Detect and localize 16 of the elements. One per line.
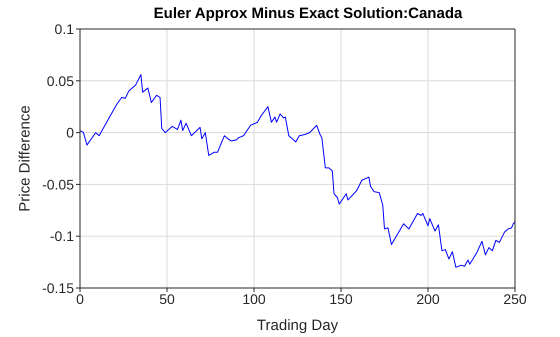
- y-tick-label: 0.05: [46, 72, 74, 89]
- x-tick-label: 150: [329, 290, 353, 307]
- x-tick-label: 250: [503, 290, 527, 307]
- y-axis-title: Price Difference: [16, 105, 34, 212]
- chart-title: Euler Approx Minus Exact Solution:Canada: [152, 5, 464, 22]
- y-tick-label: 0: [66, 124, 74, 141]
- y-tick-label: -0.05: [42, 176, 74, 192]
- y-tick-label: 0.1: [54, 20, 74, 37]
- x-tick-label: 0: [76, 290, 84, 307]
- x-tick-label: 200: [416, 290, 440, 307]
- y-tick-label: -0.15: [42, 280, 74, 296]
- line-series: [80, 74, 515, 268]
- x-axis-title: Trading Day: [256, 317, 339, 334]
- y-tick-label: -0.1: [50, 228, 74, 244]
- x-tick-label: 100: [242, 290, 266, 307]
- x-tick-label: 50: [159, 290, 175, 307]
